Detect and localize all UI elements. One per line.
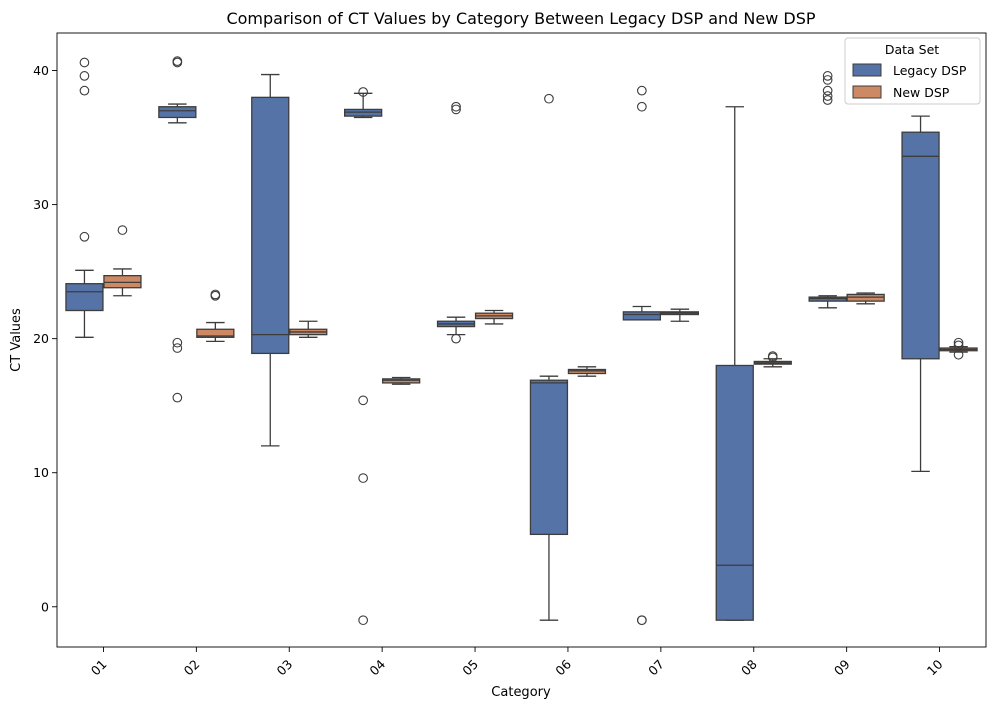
box bbox=[846, 293, 885, 302]
y-tick-label: 40 bbox=[33, 63, 49, 78]
box bbox=[567, 368, 607, 375]
outlier-point bbox=[544, 93, 554, 104]
outlier-point bbox=[767, 352, 778, 363]
box bbox=[196, 328, 235, 338]
outlier-point bbox=[451, 333, 461, 344]
box-group bbox=[939, 337, 978, 360]
legend-swatch bbox=[852, 85, 882, 99]
outlier-point bbox=[172, 343, 183, 353]
box bbox=[808, 296, 847, 302]
outlier-point bbox=[79, 85, 90, 96]
x-tick-label: 01 bbox=[88, 657, 110, 679]
box-group bbox=[660, 308, 699, 322]
x-axis: 01 02 03 04 05 06 07 08 09 10 bbox=[88, 647, 946, 678]
box bbox=[158, 106, 197, 119]
box-group bbox=[529, 93, 569, 621]
outlier-point bbox=[358, 395, 369, 406]
box-group bbox=[381, 376, 421, 385]
box bbox=[65, 283, 104, 312]
box bbox=[103, 275, 142, 289]
box-group bbox=[103, 225, 142, 297]
y-tick-label: 20 bbox=[33, 331, 49, 346]
outlier-point bbox=[172, 392, 183, 403]
outlier-point bbox=[172, 337, 183, 348]
outlier-point bbox=[358, 615, 369, 626]
x-tick-label: 03 bbox=[274, 657, 296, 679]
x-axis-label: Category bbox=[491, 685, 551, 700]
outlier-point bbox=[953, 349, 964, 360]
y-tick-label: 10 bbox=[33, 465, 49, 480]
outlier-point bbox=[79, 71, 90, 81]
box-group bbox=[65, 57, 104, 338]
y-tick-label: 0 bbox=[41, 599, 49, 614]
box-group bbox=[715, 106, 754, 621]
legend-entry-label: Legacy DSP bbox=[893, 63, 967, 78]
y-axis-label: CT Values bbox=[9, 308, 24, 372]
box-series-group bbox=[65, 56, 978, 626]
legend-entry-label: New DSP bbox=[893, 85, 950, 100]
outlier-point bbox=[822, 91, 833, 101]
box-group bbox=[753, 351, 792, 368]
outlier-point bbox=[822, 75, 833, 85]
x-tick-label: 09 bbox=[831, 656, 853, 678]
x-tick-label: 05 bbox=[459, 657, 481, 679]
box bbox=[901, 131, 940, 360]
outlier-point bbox=[636, 85, 647, 96]
box bbox=[715, 364, 754, 621]
box-group bbox=[846, 292, 885, 305]
box-group bbox=[901, 115, 940, 473]
outlier-point bbox=[451, 104, 461, 115]
x-tick-label: 07 bbox=[645, 657, 667, 679]
outlier-point bbox=[172, 57, 183, 68]
outlier-point bbox=[358, 473, 369, 483]
box-group bbox=[808, 71, 847, 309]
box-group bbox=[251, 73, 290, 447]
series-new-dsp bbox=[103, 225, 978, 385]
outlier-point bbox=[636, 101, 647, 112]
legend-items: Legacy DSP New DSP bbox=[852, 63, 967, 100]
chart-title: Comparison of CT Values by Category Betw… bbox=[226, 9, 815, 28]
legend: Data Set Legacy DSP New DSP bbox=[844, 37, 981, 105]
x-tick-label: 04 bbox=[366, 656, 388, 678]
box bbox=[251, 96, 290, 355]
plot-area bbox=[56, 32, 987, 648]
outlier-point bbox=[822, 95, 833, 105]
box bbox=[343, 108, 383, 117]
outlier-point bbox=[358, 87, 369, 97]
outlier-point bbox=[953, 340, 964, 351]
box-group bbox=[622, 85, 661, 626]
box-group bbox=[158, 56, 197, 403]
outlier-point bbox=[210, 290, 221, 301]
box-group bbox=[196, 289, 235, 342]
series-legacy-dsp bbox=[65, 56, 940, 626]
outlier-point bbox=[79, 231, 90, 242]
y-tick-label: 30 bbox=[33, 197, 49, 212]
outlier-point bbox=[822, 85, 833, 96]
outlier-point bbox=[117, 225, 128, 235]
box-group bbox=[567, 366, 607, 377]
x-tick-label: 10 bbox=[924, 656, 946, 678]
outlier-point bbox=[636, 615, 647, 626]
box bbox=[381, 378, 421, 384]
legend-title: Data Set bbox=[885, 42, 939, 57]
box-group bbox=[343, 87, 383, 626]
box-group bbox=[474, 309, 514, 325]
box-group bbox=[289, 320, 328, 338]
outlier-point bbox=[822, 71, 833, 81]
y-axis: 0 10 20 30 40 bbox=[33, 63, 57, 614]
box bbox=[622, 311, 661, 321]
x-tick-label: 02 bbox=[181, 657, 203, 679]
legend-swatch bbox=[852, 63, 882, 77]
box bbox=[529, 379, 569, 536]
x-tick-label: 06 bbox=[552, 656, 574, 678]
outlier-point bbox=[79, 57, 90, 68]
x-tick-label: 08 bbox=[738, 656, 760, 678]
box-group bbox=[436, 101, 476, 344]
outlier-point bbox=[953, 337, 964, 348]
outlier-point bbox=[451, 101, 461, 112]
